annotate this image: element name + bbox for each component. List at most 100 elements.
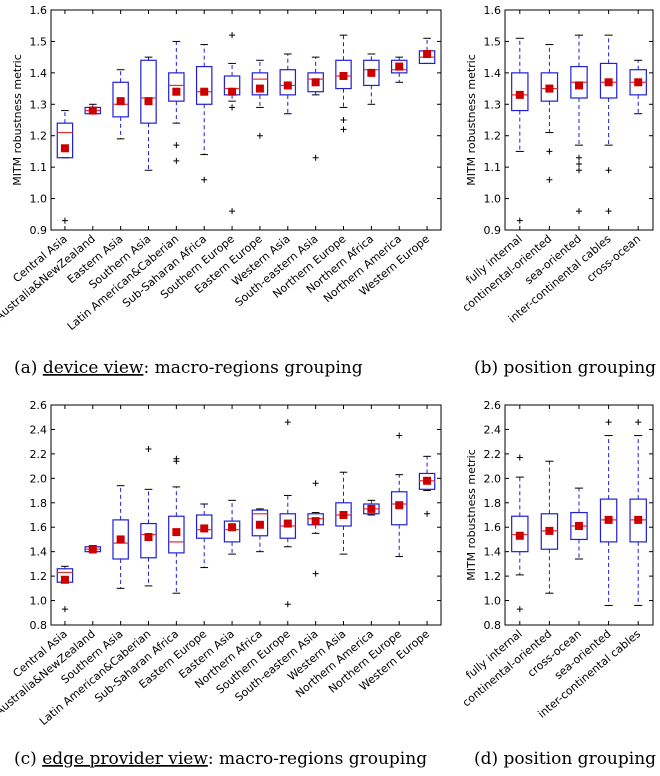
outlier-marker [605, 208, 612, 215]
outlier-marker [312, 480, 319, 487]
y-tick-label: 1.3 [30, 98, 48, 111]
box-0 [56, 110, 74, 224]
mean-marker [575, 81, 583, 90]
outlier-marker [201, 176, 208, 183]
box-2 [112, 485, 129, 589]
mean-marker [634, 515, 643, 524]
box-4 [168, 455, 185, 594]
plot-frame [50, 404, 442, 626]
y-tick-label: 1.1 [30, 161, 48, 174]
y-tick-label: 1.4 [484, 67, 502, 80]
box-12 [390, 56, 408, 83]
mean-marker [60, 144, 69, 153]
box-8 [279, 53, 297, 115]
caption-a-prefix: (a) [14, 358, 43, 378]
mean-marker [367, 68, 376, 77]
box-3 [140, 446, 157, 587]
box-13 [418, 455, 436, 517]
y-tick-label: 2.6 [30, 399, 48, 412]
box-iqr [279, 69, 297, 96]
outlier-marker [516, 454, 523, 461]
box-iqr [168, 515, 185, 554]
outlier-marker [284, 601, 291, 608]
box-0 [511, 37, 529, 224]
outlier-marker [229, 32, 236, 39]
y-tick-label: 1.5 [484, 35, 502, 48]
y-tick-label: 1.6 [484, 521, 502, 534]
outlier-marker [61, 606, 68, 613]
box-12 [390, 432, 408, 558]
y-tick-label: 1.2 [30, 130, 48, 143]
box-0 [511, 454, 529, 613]
mean-marker [515, 531, 524, 540]
box-iqr [195, 65, 213, 105]
outlier-marker [576, 208, 582, 215]
y-tick-label: 1.5 [30, 35, 48, 48]
y-tick-label: 2.4 [30, 423, 48, 436]
mean-marker [575, 522, 583, 530]
box-6 [223, 499, 241, 555]
mean-marker [172, 528, 181, 537]
outlier-marker [340, 117, 347, 123]
box-10 [335, 34, 352, 133]
outlier-marker [340, 126, 347, 133]
box-iqr [223, 520, 241, 543]
mean-marker [339, 72, 348, 80]
y-tick-label: 1.6 [30, 4, 48, 17]
mean-marker [545, 526, 554, 535]
y-tick-label: 2.0 [484, 472, 502, 485]
box-4 [629, 419, 647, 606]
box-7 [251, 59, 269, 139]
outlier-marker [145, 446, 152, 452]
box-6 [223, 32, 241, 215]
y-axis-label: MITM robustness metric [11, 54, 24, 186]
box-iqr [540, 513, 559, 550]
mean-marker [311, 78, 320, 87]
panel-a-chart: 0.9 1.0 1.1 1.2 1.3 1.4 1.5 1.6 MITM robustness … [0, 4, 442, 333]
box-4 [629, 59, 647, 115]
box-iqr [112, 81, 129, 118]
outlier-marker [546, 176, 553, 183]
caption-a: (a) device view: macro-regions grouping [14, 358, 363, 378]
mean-marker [545, 84, 554, 93]
box-9 [307, 480, 324, 577]
mean-marker [228, 87, 237, 96]
outlier-marker [229, 104, 236, 111]
mean-marker [634, 78, 643, 87]
mean-marker [60, 575, 69, 584]
mean-marker [339, 511, 348, 519]
mean-marker [116, 535, 125, 544]
box-iqr [56, 122, 74, 159]
box-iqr [390, 59, 408, 74]
box-iqr [335, 502, 352, 527]
y-tick-label: 1.4 [30, 67, 48, 80]
box-2 [112, 69, 129, 140]
y-tick-label: 2.4 [484, 423, 502, 436]
y-tick-label: 1.2 [30, 570, 48, 583]
box-iqr [335, 59, 352, 90]
y-tick-label: 1.6 [30, 521, 48, 534]
box-iqr [140, 59, 157, 124]
box-3 [599, 34, 618, 215]
mean-marker [116, 97, 125, 106]
mean-marker [255, 84, 264, 93]
y-tick-label: 1.8 [484, 497, 502, 510]
box-13 [418, 37, 436, 65]
outlier-marker [229, 208, 236, 215]
box-iqr [418, 472, 436, 490]
y-tick-label: 1.3 [484, 98, 502, 111]
outlier-marker [576, 154, 582, 161]
caption-c-rest: : macro-regions grouping [208, 749, 427, 769]
mean-marker [515, 90, 524, 99]
y-tick-label: 2.6 [484, 399, 502, 412]
y-tick-label: 1.2 [484, 130, 502, 143]
box-0 [56, 565, 74, 613]
box-10 [335, 471, 352, 555]
mean-marker [200, 87, 209, 96]
box-1 [540, 44, 559, 183]
outlier-marker [256, 132, 263, 139]
outlier-marker [312, 154, 319, 161]
y-tick-label: 1.2 [484, 570, 502, 583]
